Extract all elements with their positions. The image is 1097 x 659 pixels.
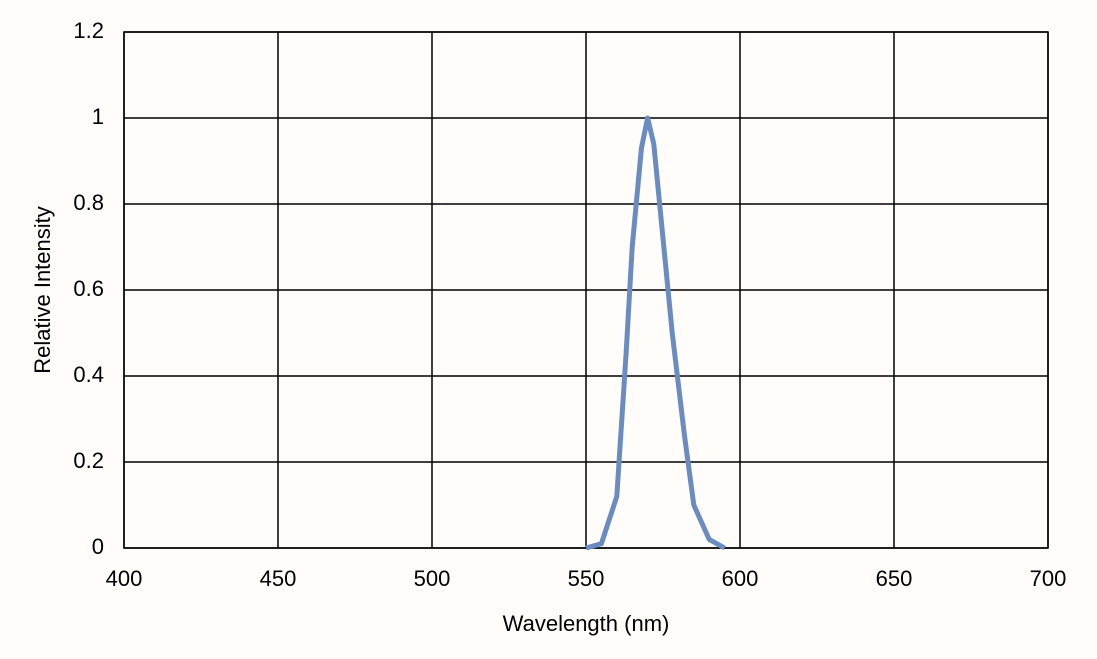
y-tick-label: 0.2 xyxy=(73,448,104,473)
y-tick-label: 0.4 xyxy=(73,362,104,387)
x-tick-label: 450 xyxy=(260,566,297,591)
y-tick-label: 1.2 xyxy=(73,18,104,43)
y-tick-label: 1 xyxy=(92,104,104,129)
x-tick-label: 700 xyxy=(1030,566,1067,591)
y-tick-label: 0.8 xyxy=(73,190,104,215)
x-tick-label: 650 xyxy=(876,566,913,591)
x-tick-label: 400 xyxy=(106,566,143,591)
data-line xyxy=(585,115,726,551)
x-tick-label: 600 xyxy=(722,566,759,591)
x-tick-label: 550 xyxy=(568,566,605,591)
x-axis-label: Wavelength (nm) xyxy=(503,611,670,636)
y-axis-label: Relative Intensity xyxy=(30,206,55,374)
y-tick-label: 0.6 xyxy=(73,276,104,301)
y-tick-label: 0 xyxy=(92,534,104,559)
x-tick-label: 500 xyxy=(414,566,451,591)
